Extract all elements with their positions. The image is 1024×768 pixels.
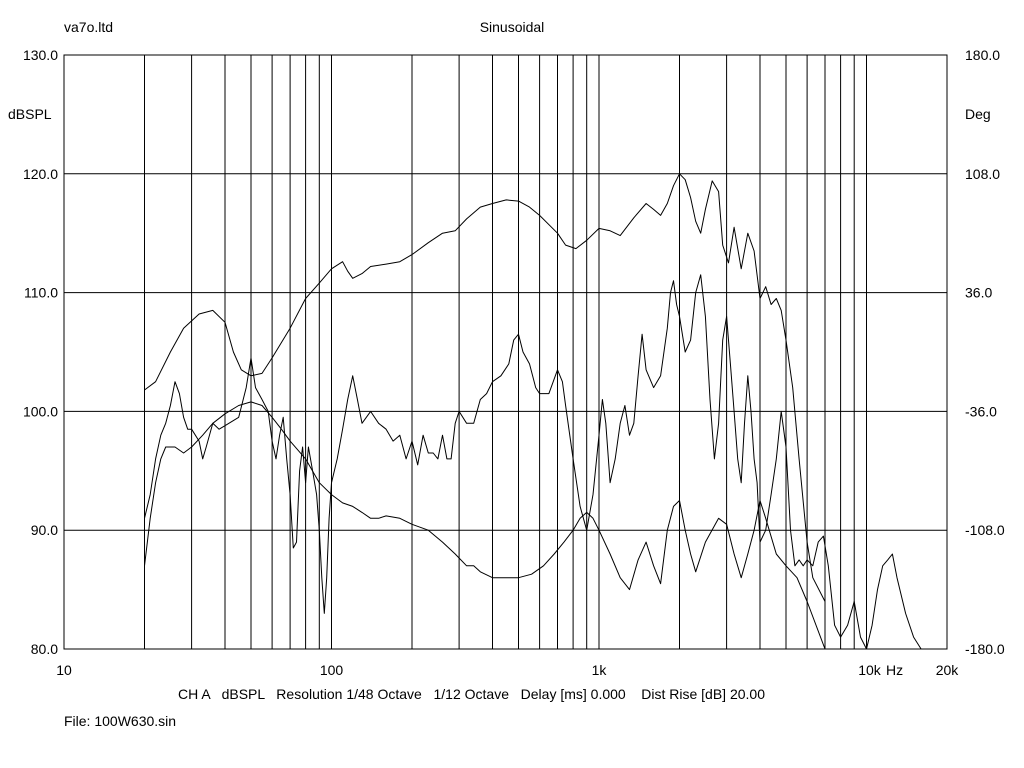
y-tick-label: 110.0 [24, 285, 58, 301]
chart-title: Sinusoidal [480, 19, 545, 35]
x-tick-label: 100 [320, 662, 344, 678]
y-tick-label: 130.0 [23, 47, 58, 63]
x-tick-label: 20k [936, 662, 960, 678]
y2-tick-label: -180.0 [965, 641, 1005, 657]
plot-frame [63, 54, 948, 650]
settings-line: CH A dBSPL Resolution 1/48 Octave 1/12 O… [178, 686, 765, 702]
x-tick-label: 10 [56, 662, 72, 678]
x-tick-label: 1k [592, 662, 608, 678]
header-left: va7o.ltd [64, 19, 113, 35]
y2-tick-label: -108.0 [965, 522, 1005, 538]
x-tick-labels: 10 100 1k 10k 20k [56, 662, 959, 678]
y2-tick-label: 180.0 [965, 47, 1000, 63]
y-gridlines [64, 173, 947, 531]
y2-tick-labels: 180.0 108.0 36.0 -36.0 -108.0 -180.0 [965, 47, 1005, 657]
y-tick-label: 100.0 [23, 403, 58, 419]
series-line-3 [144, 274, 922, 650]
y-tick-label: 120.0 [23, 166, 58, 182]
y2-tick-label: 36.0 [965, 285, 992, 301]
file-name: File: 100W630.sin [64, 713, 177, 729]
y-axis-label: dBSPL [8, 106, 52, 122]
y-tick-label: 80.0 [31, 641, 58, 657]
series-line-2 [144, 401, 826, 650]
y2-tick-label: 108.0 [965, 166, 1000, 182]
x-tick-label: 10k [858, 662, 882, 678]
y-tick-label: 90.0 [31, 522, 58, 538]
x-unit-label: Hz [886, 662, 903, 678]
y2-axis-label: Deg [965, 106, 991, 122]
series-lines [144, 173, 922, 650]
y-tick-labels: 130.0 120.0 110.0 100.0 90.0 80.0 [23, 47, 58, 657]
series-line-1 [144, 173, 826, 602]
y2-tick-label: -36.0 [965, 403, 997, 419]
x-gridlines [144, 55, 948, 649]
